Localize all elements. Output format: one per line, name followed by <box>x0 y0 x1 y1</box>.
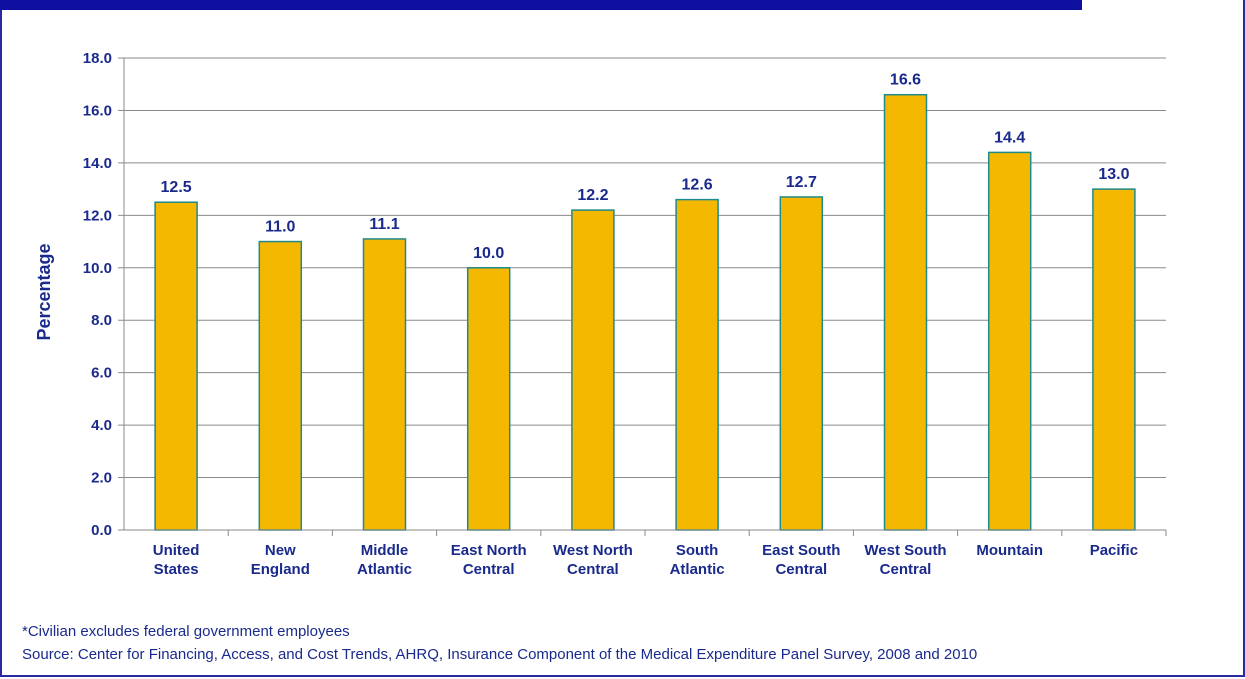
bar <box>154 201 198 531</box>
y-tick-label: 16.0 <box>83 102 112 119</box>
footnote-civilian: *Civilian excludes federal government em… <box>22 623 350 640</box>
y-tick-label: 0.0 <box>91 522 112 539</box>
y-tick-label: 6.0 <box>91 365 112 382</box>
bar <box>779 196 824 531</box>
y-tick-label: 2.0 <box>91 470 112 487</box>
bar <box>883 93 928 531</box>
category-label: England <box>251 561 310 578</box>
data-label: 14.4 <box>994 129 1025 146</box>
category-label: States <box>154 561 199 578</box>
category-label: Atlantic <box>357 561 412 578</box>
category-label: Central <box>880 561 932 578</box>
category-label: Middle <box>361 542 409 559</box>
category-label: New <box>265 542 296 559</box>
bar <box>571 209 615 531</box>
bar <box>362 238 407 531</box>
y-tick-label: 12.0 <box>83 207 112 224</box>
bar <box>258 240 303 531</box>
data-label: 13.0 <box>1098 166 1129 183</box>
category-label: East South <box>762 542 840 559</box>
category-label: East North <box>451 542 527 559</box>
data-label: 12.6 <box>682 177 713 194</box>
category-label: Mountain <box>976 542 1043 559</box>
y-tick-label: 8.0 <box>91 312 112 329</box>
y-tick-label: 14.0 <box>83 155 112 172</box>
category-label: Pacific <box>1090 542 1138 559</box>
category-label: Central <box>567 561 619 578</box>
data-label: 11.0 <box>265 219 295 236</box>
y-axis-label: Percentage <box>34 243 54 340</box>
bar <box>466 267 511 531</box>
category-label: West North <box>553 542 633 559</box>
axes <box>118 57 1167 536</box>
category-label: West South <box>864 542 946 559</box>
category-label: United <box>153 542 200 559</box>
data-label: 12.5 <box>161 179 192 196</box>
bar-chart: 0.0 2.0 4.0 6.0 8.0 10.0 12.0 14.0 16.0 18.0 12.5 U… <box>34 50 1167 578</box>
data-label: 16.6 <box>890 72 921 89</box>
category-label: Central <box>463 561 515 578</box>
labels: 0.0 2.0 4.0 6.0 8.0 10.0 12.0 14.0 16.0 18.0 12.5 U… <box>83 50 1138 578</box>
data-label: 12.7 <box>786 174 817 191</box>
bar <box>675 198 719 531</box>
category-label: South <box>676 542 719 559</box>
y-tick-label: 4.0 <box>91 417 112 434</box>
top-accent-bar <box>0 0 1082 10</box>
bar <box>987 151 1032 531</box>
category-label: Atlantic <box>670 561 725 578</box>
data-label: 12.2 <box>577 187 608 204</box>
data-label: 10.0 <box>473 245 504 262</box>
bar <box>1092 188 1136 531</box>
y-tick-label: 18.0 <box>83 50 112 67</box>
data-label: 11.1 <box>369 216 399 233</box>
footnote-source: Source: Center for Financing, Access, an… <box>22 646 978 663</box>
category-label: Central <box>775 561 827 578</box>
y-tick-label: 10.0 <box>83 260 112 277</box>
bars <box>154 93 1136 531</box>
